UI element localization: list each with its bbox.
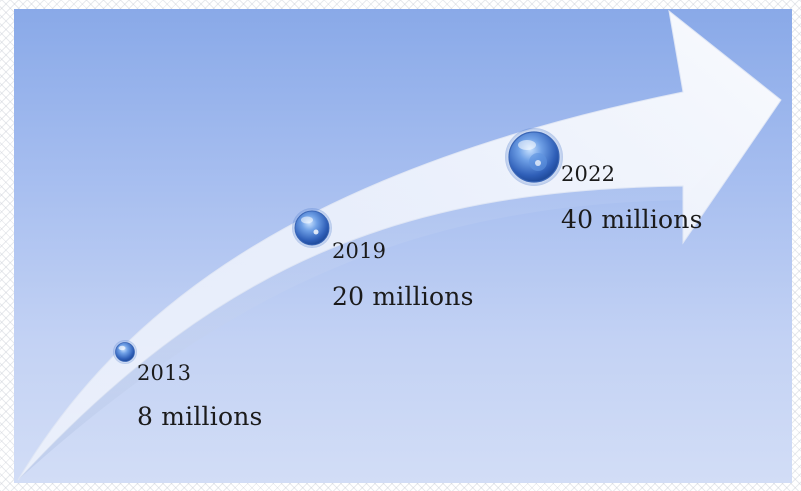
bubble-marker-2022-icon bbox=[505, 128, 563, 186]
milestone-value-2022: 40 millions bbox=[561, 205, 703, 234]
milestone-year-2013: 2013 bbox=[137, 361, 192, 385]
milestone-year-2019: 2019 bbox=[332, 239, 387, 263]
milestone-value-2013: 8 millions bbox=[137, 402, 263, 431]
growth-arrow-icon bbox=[17, 9, 782, 481]
milestone-value-2019: 20 millions bbox=[332, 282, 474, 311]
bubble-marker-2013-icon bbox=[113, 340, 137, 364]
milestone-year-2022: 2022 bbox=[561, 162, 616, 186]
gradient-background-panel bbox=[14, 9, 792, 483]
bubble-marker-2019-icon bbox=[292, 208, 332, 248]
